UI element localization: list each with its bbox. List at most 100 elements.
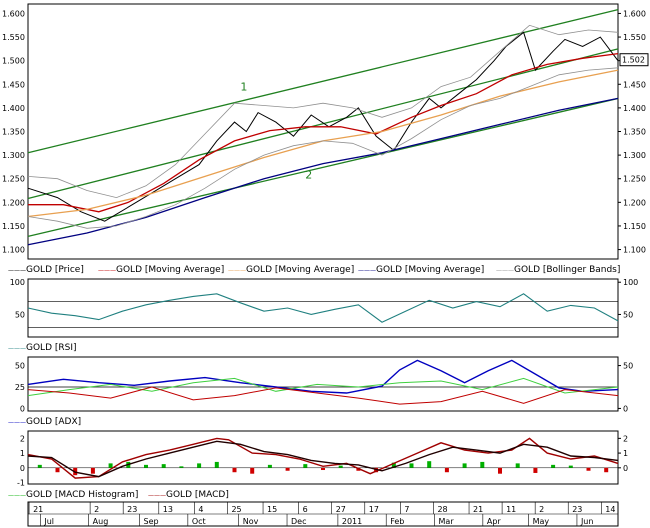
macd-legend: ——— GOLD [MACD Histogram] ——— GOLD [MACD… bbox=[8, 490, 229, 500]
month-tick-label: Feb bbox=[390, 517, 404, 526]
legend-ma-orange: GOLD [Moving Average] bbox=[246, 265, 354, 275]
y-tick-label: 1 bbox=[623, 449, 628, 458]
series-price bbox=[27, 31, 619, 222]
y-tick-label-left: 1.250 bbox=[2, 175, 25, 184]
day-tick-label: 27 bbox=[336, 505, 346, 514]
histogram-bar bbox=[409, 463, 414, 468]
trendline bbox=[27, 97, 619, 237]
y-tick-label-left: 1.500 bbox=[2, 57, 25, 66]
series-rsi bbox=[27, 293, 619, 323]
y-tick-label-left: 1.550 bbox=[2, 33, 25, 42]
y-tick-label-left: 1.300 bbox=[2, 151, 25, 160]
day-tick-label: 23 bbox=[127, 505, 137, 514]
day-tick-label: 7 bbox=[404, 505, 409, 514]
y-tick-label-left: 1.100 bbox=[2, 246, 25, 255]
legend-rsi: GOLD [RSI] bbox=[26, 343, 77, 353]
price-panel-frame bbox=[27, 3, 619, 260]
macd-panel: 0 1 2 -1 0 1 2 bbox=[17, 430, 628, 488]
y-tick-label-left: 1.150 bbox=[2, 222, 25, 231]
y-tick-label: 1.150 bbox=[623, 222, 646, 231]
y-tick-label: 2 bbox=[623, 434, 628, 443]
annotation-label: 1 bbox=[240, 80, 247, 93]
histogram-bar bbox=[515, 463, 520, 468]
day-tick-label: 4 bbox=[198, 505, 203, 514]
y-tick-label-left: 0 bbox=[20, 404, 25, 413]
histogram-bar bbox=[267, 464, 272, 468]
y-tick-label-left: 1.350 bbox=[2, 128, 25, 137]
trendline bbox=[27, 48, 619, 200]
price-legend: ——— GOLD [Price] ——— GOLD [Moving Averag… bbox=[8, 265, 620, 275]
histogram-bar bbox=[179, 466, 184, 468]
legend-glyph-ma-orange: ——— bbox=[228, 267, 246, 274]
histogram-bar bbox=[462, 463, 467, 468]
histogram-bar bbox=[303, 464, 308, 468]
macd-panel-frame bbox=[27, 430, 619, 485]
y-tick-label: 1.250 bbox=[623, 175, 646, 184]
histogram-bar bbox=[144, 464, 148, 468]
y-tick-label-left: 1.400 bbox=[2, 104, 25, 113]
histogram-bar bbox=[444, 467, 449, 473]
legend-macd-histogram: GOLD [MACD Histogram] bbox=[26, 490, 138, 500]
day-tick-label: 28 bbox=[437, 505, 447, 514]
histogram-bar bbox=[90, 467, 95, 474]
month-tick-label: Oct bbox=[192, 517, 206, 526]
histogram-bar bbox=[108, 463, 113, 468]
y-tick-label: 0 bbox=[623, 404, 628, 413]
legend-adx: GOLD [ADX] bbox=[26, 417, 81, 427]
month-tick-label: 2011 bbox=[342, 517, 362, 526]
series-macd bbox=[27, 437, 619, 479]
series-adx_blue bbox=[27, 359, 619, 394]
y-tick-label-left: 1 bbox=[20, 449, 25, 458]
annotation-label: 2 bbox=[305, 169, 312, 182]
y-tick-label-left: 0 bbox=[20, 464, 25, 473]
y-tick-label: 50 bbox=[623, 362, 633, 371]
y-tick-label: 100 bbox=[623, 278, 638, 287]
day-tick-label: 14 bbox=[605, 505, 615, 514]
histogram-bar bbox=[586, 467, 591, 471]
y-tick-label: 1.350 bbox=[623, 128, 646, 137]
y-tick-label-left: 1.450 bbox=[2, 80, 25, 89]
y-tick-label: 50 bbox=[623, 310, 633, 319]
y-tick-label-left: 1.200 bbox=[2, 198, 25, 207]
series-adx_green bbox=[27, 377, 619, 397]
month-tick-label: May bbox=[533, 517, 550, 526]
histogram-bar bbox=[197, 463, 202, 468]
series-adx_red bbox=[27, 386, 619, 405]
day-tick-label: 21 bbox=[33, 505, 43, 514]
day-tick-label: 2 bbox=[539, 505, 544, 514]
month-tick-label: Mar bbox=[439, 517, 455, 526]
y-tick-label: 1.450 bbox=[623, 80, 646, 89]
histogram-bar bbox=[551, 464, 556, 468]
y-tick-label: 1.300 bbox=[623, 151, 646, 160]
month-tick-label: Sep bbox=[144, 517, 159, 526]
histogram-bar bbox=[391, 462, 396, 468]
adx-panel: 0 50 0 25 50 bbox=[15, 356, 633, 413]
legend-glyph-bollinger: ——— bbox=[496, 267, 514, 274]
legend-ma-red: GOLD [Moving Average] bbox=[116, 265, 224, 275]
rsi-panel-frame bbox=[27, 278, 619, 338]
legend-glyph-macd: ——— bbox=[148, 492, 166, 499]
month-tick-label: Dec bbox=[291, 517, 306, 526]
adx-legend: ——— GOLD [ADX] bbox=[8, 417, 81, 427]
y-tick-label: 1.100 bbox=[623, 246, 646, 255]
histogram-bar bbox=[55, 467, 60, 473]
month-tick-label: Jun bbox=[580, 517, 594, 526]
y-tick-label: 1.200 bbox=[623, 198, 646, 207]
y-tick-label: 1.600 bbox=[623, 9, 646, 18]
price-panel: 1.100 1.100 1.150 1.150 1.200 1.200 1.250 1.250… bbox=[2, 3, 649, 260]
y-tick-label-left: 50 bbox=[15, 310, 25, 319]
y-tick-label-left: -1 bbox=[17, 479, 25, 488]
y-tick-label-left: 2 bbox=[20, 434, 25, 443]
legend-glyph-adx: ——— bbox=[8, 419, 26, 426]
histogram-bar bbox=[285, 467, 290, 471]
histogram-bar bbox=[480, 461, 485, 468]
rsi-legend: ——— GOLD [RSI] bbox=[8, 343, 77, 353]
series-signal bbox=[27, 440, 619, 478]
day-tick-label: 15 bbox=[267, 505, 277, 514]
legend-macd: GOLD [MACD] bbox=[166, 490, 229, 500]
histogram-bar bbox=[37, 464, 42, 468]
rsi-panel: 50 100 50 100 bbox=[10, 278, 638, 338]
month-tick-label: Jul bbox=[43, 517, 54, 526]
day-tick-label: 23 bbox=[572, 505, 582, 514]
histogram-bar bbox=[321, 467, 325, 471]
